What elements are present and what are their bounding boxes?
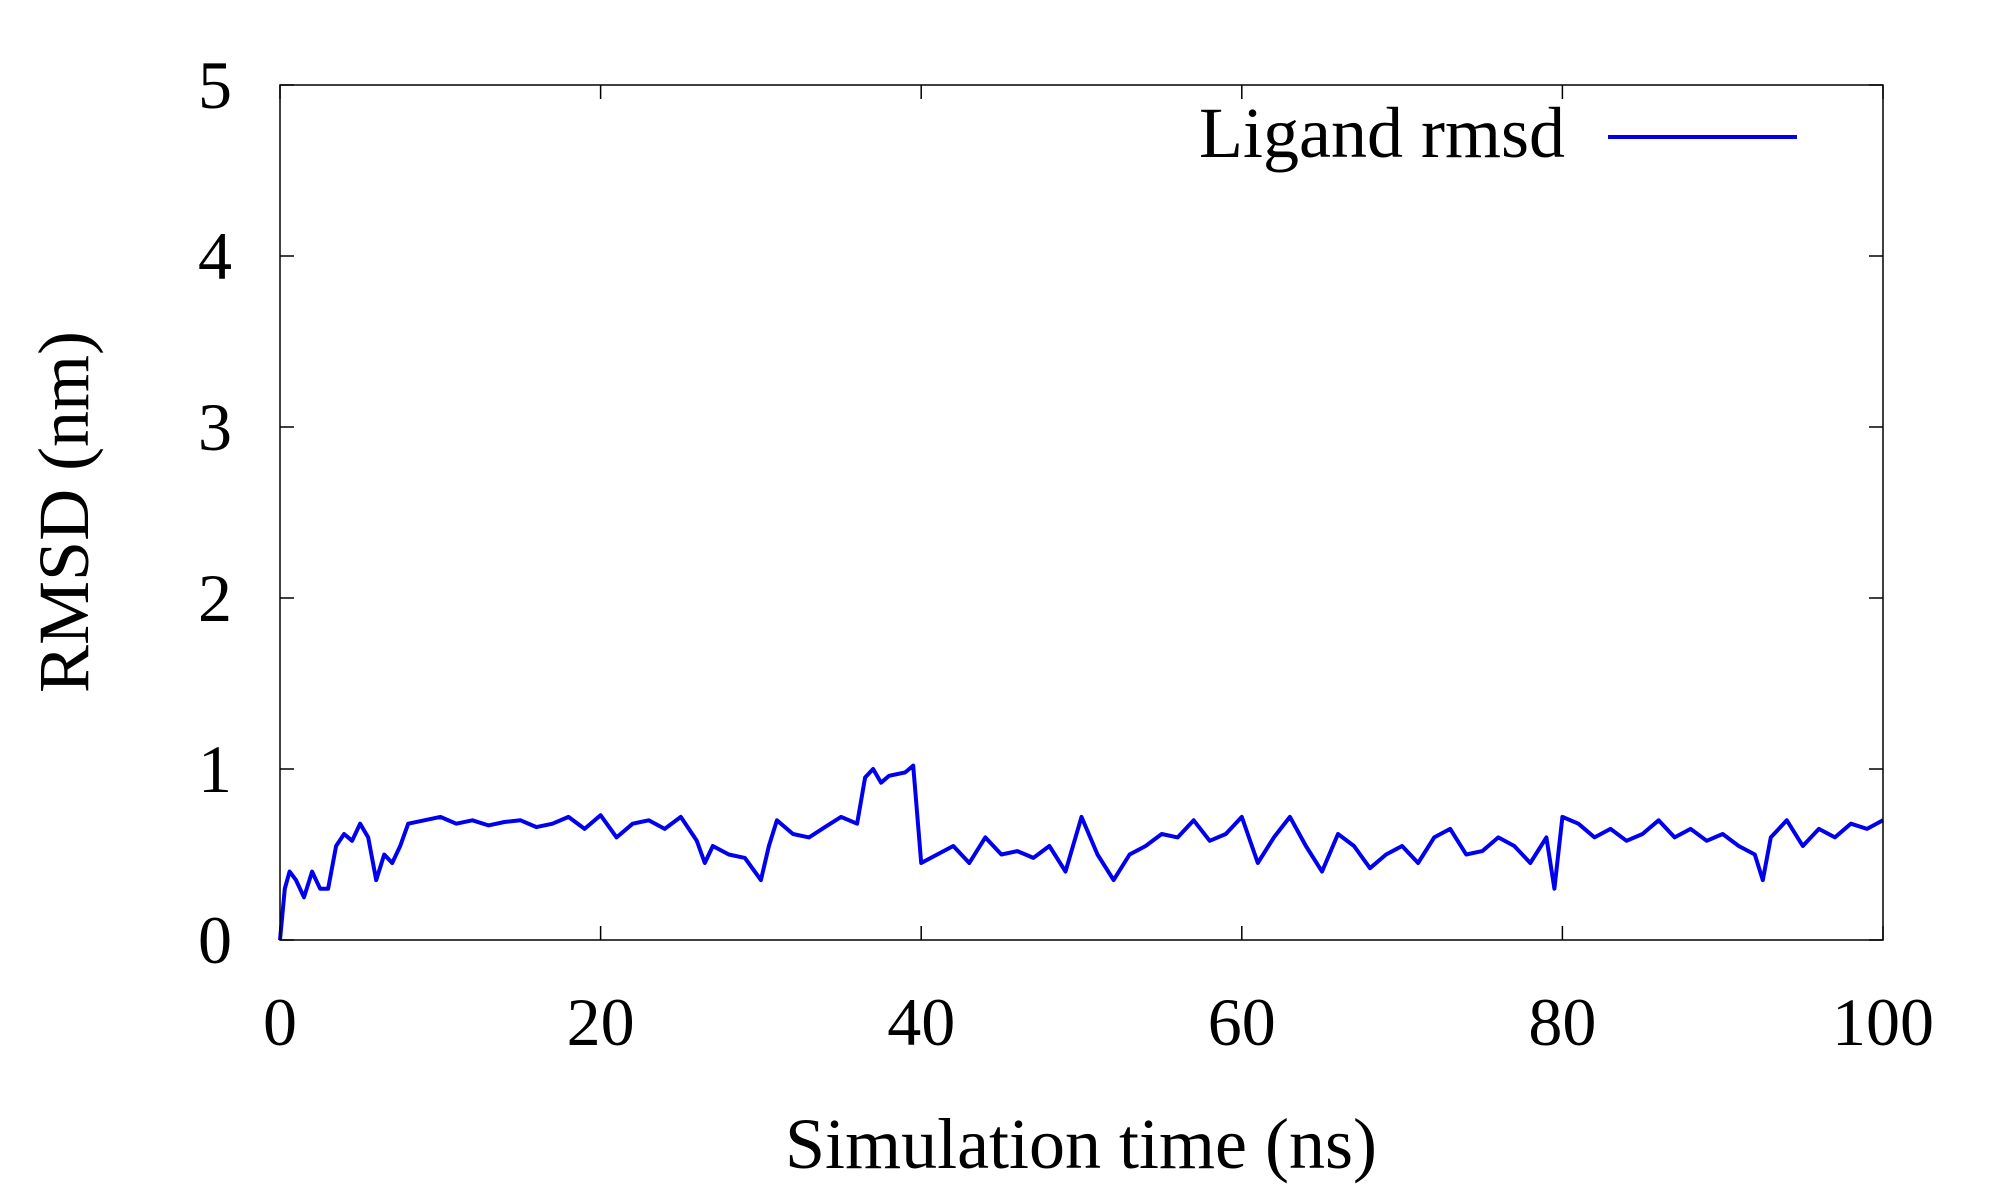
x-tick-label: 80: [1528, 984, 1596, 1060]
x-tick-label: 40: [887, 984, 955, 1060]
y-tick-label: 2: [198, 560, 232, 636]
y-tick-label: 4: [198, 218, 232, 294]
x-tick-label: 100: [1832, 984, 1934, 1060]
y-tick-label: 5: [198, 47, 232, 123]
x-tick-labels: 0 20 40 60 80 100: [263, 984, 1934, 1060]
y-tick-label: 1: [198, 731, 232, 807]
x-tick-label: 0: [263, 984, 297, 1060]
legend-label-ligand-rmsd: Ligand rmsd: [1199, 93, 1565, 173]
series-line-ligand-rmsd: [278, 763, 1884, 941]
legend: Ligand rmsd: [1199, 93, 1797, 173]
y-tick-label: 3: [198, 389, 232, 465]
y-tick-labels: 0 1 2 3 4 5: [198, 47, 232, 978]
y-tick-label: 0: [198, 902, 232, 978]
x-tick-label: 20: [567, 984, 635, 1060]
x-axis-title: Simulation time (ns): [785, 1104, 1377, 1184]
y-axis-title: RMSD (nm): [24, 331, 104, 693]
ticks-layer: [279, 84, 1884, 941]
series-layer: [278, 763, 1884, 941]
x-tick-label: 60: [1208, 984, 1276, 1060]
plot-frame: [279, 84, 1884, 941]
